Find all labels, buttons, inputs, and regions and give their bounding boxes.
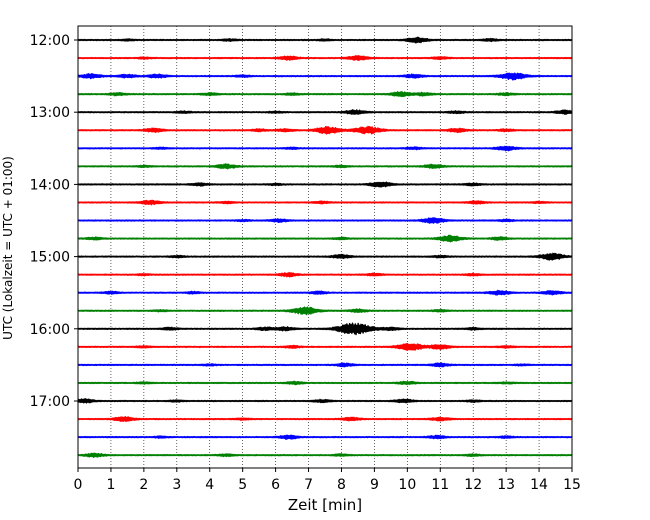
x-axis-label: Zeit [min] xyxy=(288,496,362,514)
seismic-trace xyxy=(77,289,573,296)
seismic-trace xyxy=(77,380,573,386)
seismic-trace xyxy=(77,362,573,368)
y-axis-label: UTC (Lokalzeit = UTC + 01:00) xyxy=(1,156,15,340)
x-tick-label: 3 xyxy=(172,477,181,493)
y-tick-label: 12:00 xyxy=(30,33,70,49)
y-tick-label: 16:00 xyxy=(30,322,70,338)
trace-group xyxy=(77,36,573,458)
seismic-trace xyxy=(77,145,573,152)
seismic-trace xyxy=(77,181,573,188)
x-tick-label: 6 xyxy=(271,477,280,493)
y-tick-label: 13:00 xyxy=(30,105,70,121)
seismic-trace xyxy=(77,55,573,62)
x-tick-label: 9 xyxy=(370,477,379,493)
seismic-trace xyxy=(77,398,573,404)
seismic-trace xyxy=(77,90,573,98)
y-tick-label: 17:00 xyxy=(30,394,70,410)
seismic-trace xyxy=(77,342,573,351)
y-axis-ticks: 12:00 13:00 14:00 15:00 16:00 17:00 xyxy=(30,33,78,410)
x-tick-label: 0 xyxy=(74,477,83,493)
seismic-trace xyxy=(77,434,573,440)
seismic-trace xyxy=(77,217,573,224)
x-tick-label: 5 xyxy=(238,477,247,493)
seismic-trace xyxy=(77,452,573,458)
x-tick-label: 8 xyxy=(337,477,346,493)
x-tick-label: 1 xyxy=(106,477,115,493)
seismic-trace xyxy=(77,234,573,243)
plot-frame xyxy=(77,25,573,469)
x-tick-label: 4 xyxy=(205,477,214,493)
x-tick-label: 15 xyxy=(563,477,581,493)
seismic-trace xyxy=(77,163,573,170)
x-tick-label: 14 xyxy=(530,477,548,493)
x-tick-label: 13 xyxy=(497,477,515,493)
seismic-trace xyxy=(77,72,573,81)
seismic-trace xyxy=(77,252,573,261)
x-tick-label: 12 xyxy=(464,477,482,493)
seismic-trace xyxy=(77,306,573,316)
seismic-trace xyxy=(77,271,573,278)
plot-area-background xyxy=(78,26,572,468)
seismic-trace xyxy=(77,322,573,336)
seismic-trace xyxy=(77,125,573,135)
y-tick-label: 14:00 xyxy=(30,177,70,193)
seismic-trace xyxy=(77,36,573,44)
x-tick-label: 2 xyxy=(139,477,148,493)
x-tick-label: 7 xyxy=(304,477,313,493)
x-axis-ticks: 0 1 2 3 4 5 6 7 8 9 10 11 12 13 14 15 xyxy=(74,468,581,493)
seismic-trace xyxy=(77,109,573,115)
seismic-trace xyxy=(77,199,573,206)
seismic-trace xyxy=(77,415,573,423)
x-tick-label: 10 xyxy=(398,477,416,493)
x-tick-label: 11 xyxy=(431,477,449,493)
y-tick-label: 15:00 xyxy=(30,250,70,266)
